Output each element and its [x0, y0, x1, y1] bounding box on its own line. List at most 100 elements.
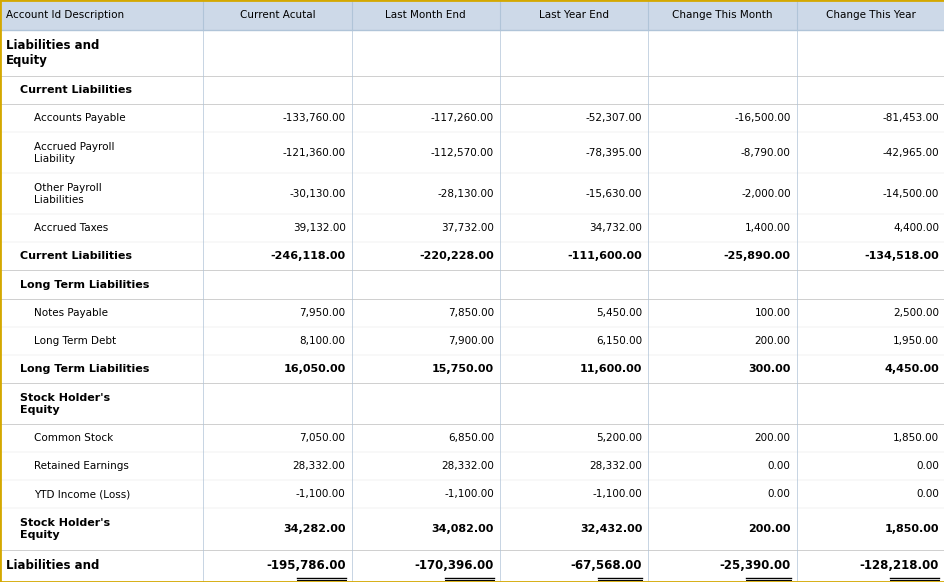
Text: 15,750.00: 15,750.00	[431, 364, 494, 374]
Text: 0.00: 0.00	[767, 462, 790, 471]
Bar	[0, 76, 944, 104]
Text: 7,900.00: 7,900.00	[447, 336, 494, 346]
Bar	[0, 132, 944, 173]
Text: 28,332.00: 28,332.00	[589, 462, 642, 471]
Text: 5,200.00: 5,200.00	[596, 433, 642, 443]
Text: 2,500.00: 2,500.00	[892, 308, 938, 318]
Text: 16,050.00: 16,050.00	[283, 364, 346, 374]
Bar	[0, 30, 944, 76]
Text: 200.00: 200.00	[754, 336, 790, 346]
Bar	[0, 355, 944, 383]
Text: Change This Year: Change This Year	[825, 10, 915, 20]
Text: Liabilities and: Liabilities and	[6, 559, 99, 572]
Bar	[0, 424, 944, 452]
Bar	[0, 509, 944, 549]
Text: 34,732.00: 34,732.00	[589, 223, 642, 233]
Bar	[0, 299, 944, 327]
Text: -28,130.00: -28,130.00	[437, 189, 494, 198]
Text: -42,965.00: -42,965.00	[882, 147, 938, 158]
Text: 1,850.00: 1,850.00	[892, 433, 938, 443]
Text: 5,450.00: 5,450.00	[596, 308, 642, 318]
Text: 0.00: 0.00	[915, 489, 938, 499]
Text: -78,395.00: -78,395.00	[585, 147, 642, 158]
Text: -112,570.00: -112,570.00	[430, 147, 494, 158]
Text: 200.00: 200.00	[748, 524, 790, 534]
Text: 1,400.00: 1,400.00	[744, 223, 790, 233]
Text: 4,400.00: 4,400.00	[892, 223, 938, 233]
Bar	[0, 480, 944, 509]
Bar	[0, 549, 944, 582]
Text: 7,850.00: 7,850.00	[447, 308, 494, 318]
Text: 100.00: 100.00	[754, 308, 790, 318]
Text: -128,218.00: -128,218.00	[859, 559, 938, 572]
Text: -25,890.00: -25,890.00	[723, 251, 790, 261]
Text: -170,396.00: -170,396.00	[414, 559, 494, 572]
Text: Retained Earnings: Retained Earnings	[34, 462, 128, 471]
Text: 28,332.00: 28,332.00	[441, 462, 494, 471]
Text: Account Id Description: Account Id Description	[6, 10, 124, 20]
Text: Accrued Taxes: Accrued Taxes	[34, 223, 109, 233]
Text: 11,600.00: 11,600.00	[580, 364, 642, 374]
Text: -81,453.00: -81,453.00	[882, 113, 938, 123]
Text: Liabilities and
Equity: Liabilities and Equity	[6, 39, 99, 68]
Text: -2,000.00: -2,000.00	[740, 189, 790, 198]
Bar	[0, 214, 944, 242]
Text: -220,228.00: -220,228.00	[419, 251, 494, 261]
Text: -134,518.00: -134,518.00	[864, 251, 938, 261]
Bar	[0, 0, 944, 30]
Bar	[0, 242, 944, 271]
Text: -1,100.00: -1,100.00	[295, 489, 346, 499]
Text: YTD Income (Loss): YTD Income (Loss)	[34, 489, 130, 499]
Bar	[0, 104, 944, 132]
Text: Notes Payable: Notes Payable	[34, 308, 108, 318]
Text: -8,790.00: -8,790.00	[740, 147, 790, 158]
Text: -15,630.00: -15,630.00	[585, 189, 642, 198]
Text: -117,260.00: -117,260.00	[430, 113, 494, 123]
Text: 0.00: 0.00	[767, 489, 790, 499]
Text: -133,760.00: -133,760.00	[282, 113, 346, 123]
Bar	[0, 327, 944, 355]
Text: -1,100.00: -1,100.00	[444, 489, 494, 499]
Text: -30,130.00: -30,130.00	[289, 189, 346, 198]
Text: Accounts Payable: Accounts Payable	[34, 113, 126, 123]
Text: 7,950.00: 7,950.00	[299, 308, 346, 318]
Text: 0.00: 0.00	[915, 462, 938, 471]
Text: 200.00: 200.00	[754, 433, 790, 443]
Text: Current Liabilities: Current Liabilities	[20, 251, 132, 261]
Text: 28,332.00: 28,332.00	[293, 462, 346, 471]
Text: Current Acutal: Current Acutal	[239, 10, 315, 20]
Bar	[0, 271, 944, 299]
Text: -121,360.00: -121,360.00	[282, 147, 346, 158]
Text: -1,100.00: -1,100.00	[592, 489, 642, 499]
Text: 4,450.00: 4,450.00	[884, 364, 938, 374]
Text: Last Month End: Last Month End	[385, 10, 465, 20]
Text: Long Term Liabilities: Long Term Liabilities	[20, 364, 149, 374]
Text: -16,500.00: -16,500.00	[733, 113, 790, 123]
Text: 8,100.00: 8,100.00	[299, 336, 346, 346]
Text: 34,082.00: 34,082.00	[431, 524, 494, 534]
Bar	[0, 383, 944, 424]
Text: Accrued Payroll
Liability: Accrued Payroll Liability	[34, 141, 114, 164]
Text: 39,132.00: 39,132.00	[293, 223, 346, 233]
Text: Current Liabilities: Current Liabilities	[20, 85, 132, 95]
Text: 32,432.00: 32,432.00	[580, 524, 642, 534]
Text: 37,732.00: 37,732.00	[441, 223, 494, 233]
Text: Common Stock: Common Stock	[34, 433, 113, 443]
Text: 34,282.00: 34,282.00	[283, 524, 346, 534]
Text: Long Term Liabilities: Long Term Liabilities	[20, 279, 149, 289]
Text: 1,850.00: 1,850.00	[884, 524, 938, 534]
Text: 7,050.00: 7,050.00	[299, 433, 346, 443]
Text: 6,850.00: 6,850.00	[447, 433, 494, 443]
Text: -195,786.00: -195,786.00	[265, 559, 346, 572]
Text: Last Year End: Last Year End	[538, 10, 609, 20]
Text: -246,118.00: -246,118.00	[270, 251, 346, 261]
Text: -52,307.00: -52,307.00	[585, 113, 642, 123]
Text: 1,950.00: 1,950.00	[892, 336, 938, 346]
Text: -67,568.00: -67,568.00	[570, 559, 642, 572]
Text: 6,150.00: 6,150.00	[596, 336, 642, 346]
Bar	[0, 173, 944, 214]
Text: -25,390.00: -25,390.00	[718, 559, 790, 572]
Text: Other Payroll
Liabilities: Other Payroll Liabilities	[34, 183, 102, 205]
Text: Stock Holder's
Equity: Stock Holder's Equity	[20, 518, 110, 540]
Text: -111,600.00: -111,600.00	[567, 251, 642, 261]
